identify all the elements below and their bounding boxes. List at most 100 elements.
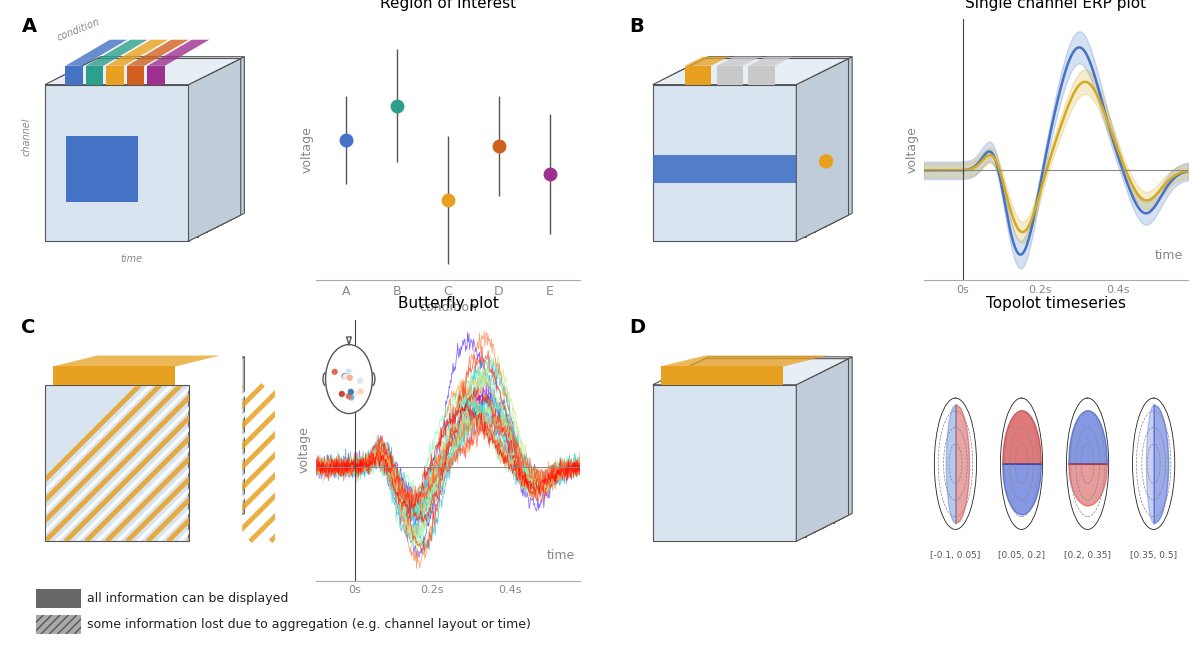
Polygon shape [672, 375, 815, 532]
Polygon shape [44, 59, 241, 84]
Polygon shape [73, 361, 235, 371]
Polygon shape [662, 380, 805, 537]
Polygon shape [0, 541, 241, 593]
Polygon shape [54, 71, 216, 80]
Polygon shape [797, 59, 848, 241]
Polygon shape [73, 371, 217, 527]
Title: Region of Interest: Region of Interest [380, 0, 516, 11]
Polygon shape [690, 366, 834, 522]
Polygon shape [217, 361, 235, 527]
Polygon shape [690, 66, 834, 223]
Polygon shape [54, 380, 198, 537]
Polygon shape [44, 84, 188, 241]
Polygon shape [662, 71, 824, 80]
Polygon shape [672, 366, 833, 375]
Polygon shape [805, 371, 824, 537]
Polygon shape [66, 136, 138, 202]
Polygon shape [148, 40, 209, 66]
Polygon shape [64, 75, 208, 232]
Polygon shape [690, 357, 852, 366]
Polygon shape [66, 66, 83, 84]
Polygon shape [188, 59, 241, 241]
Polygon shape [797, 359, 848, 541]
Title: Single channel ERP plot: Single channel ERP plot [965, 0, 1146, 11]
Polygon shape [653, 84, 797, 241]
Polygon shape [188, 359, 241, 541]
Polygon shape [834, 57, 852, 223]
Polygon shape [0, 333, 241, 385]
Polygon shape [749, 57, 793, 66]
Polygon shape [834, 357, 852, 522]
Polygon shape [661, 355, 828, 366]
Polygon shape [54, 80, 198, 237]
Polygon shape [107, 66, 124, 84]
Polygon shape [716, 66, 743, 84]
Polygon shape [680, 361, 842, 371]
Polygon shape [661, 366, 784, 385]
Polygon shape [680, 70, 824, 227]
Polygon shape [64, 366, 226, 375]
Polygon shape [127, 40, 188, 66]
Polygon shape [217, 61, 235, 227]
Polygon shape [188, 333, 241, 593]
Text: time: time [547, 549, 575, 562]
Y-axis label: voltage: voltage [298, 426, 311, 473]
Text: condition: condition [56, 17, 102, 43]
Polygon shape [53, 355, 220, 366]
Text: D: D [629, 317, 646, 337]
Polygon shape [83, 366, 226, 522]
Polygon shape [83, 57, 245, 66]
Polygon shape [226, 57, 245, 223]
Text: all information can be displayed: all information can be displayed [88, 592, 288, 605]
Polygon shape [73, 61, 235, 70]
Polygon shape [64, 66, 226, 75]
Polygon shape [198, 71, 216, 237]
Text: time: time [1154, 249, 1183, 262]
Title: Topolot timeseries: Topolot timeseries [986, 297, 1126, 312]
Polygon shape [690, 57, 852, 66]
Polygon shape [64, 375, 208, 532]
Polygon shape [805, 71, 824, 237]
Polygon shape [44, 359, 241, 385]
Polygon shape [86, 66, 103, 84]
Polygon shape [0, 333, 44, 593]
Title: Butterfly plot: Butterfly plot [397, 297, 498, 312]
Text: A: A [22, 17, 36, 36]
Polygon shape [86, 40, 148, 66]
Polygon shape [685, 66, 710, 84]
Polygon shape [66, 40, 127, 66]
Polygon shape [824, 361, 842, 527]
Polygon shape [107, 40, 168, 66]
Polygon shape [815, 366, 833, 532]
Polygon shape [685, 57, 730, 66]
Polygon shape [53, 366, 175, 385]
Polygon shape [680, 371, 824, 527]
Polygon shape [653, 59, 848, 84]
Polygon shape [824, 61, 842, 227]
Text: some information lost due to aggregation (e.g. channel layout or time): some information lost due to aggregation… [88, 618, 530, 631]
FancyBboxPatch shape [36, 590, 82, 608]
Polygon shape [653, 385, 797, 541]
Polygon shape [54, 371, 216, 380]
Y-axis label: voltage: voltage [905, 126, 918, 174]
Polygon shape [73, 70, 217, 227]
Polygon shape [662, 371, 824, 380]
Polygon shape [208, 366, 226, 532]
Text: channel: channel [22, 117, 31, 156]
Polygon shape [672, 66, 833, 75]
FancyBboxPatch shape [36, 615, 82, 634]
Polygon shape [127, 66, 144, 84]
Polygon shape [208, 66, 226, 232]
Polygon shape [680, 61, 842, 70]
Polygon shape [653, 359, 848, 385]
Circle shape [820, 155, 833, 168]
Polygon shape [672, 75, 815, 232]
Y-axis label: voltage: voltage [300, 126, 313, 174]
Polygon shape [83, 357, 245, 366]
Text: C: C [22, 317, 36, 337]
X-axis label: condition: condition [419, 301, 476, 314]
Polygon shape [83, 66, 226, 223]
Polygon shape [148, 66, 164, 84]
Polygon shape [662, 80, 805, 237]
Polygon shape [653, 155, 797, 183]
